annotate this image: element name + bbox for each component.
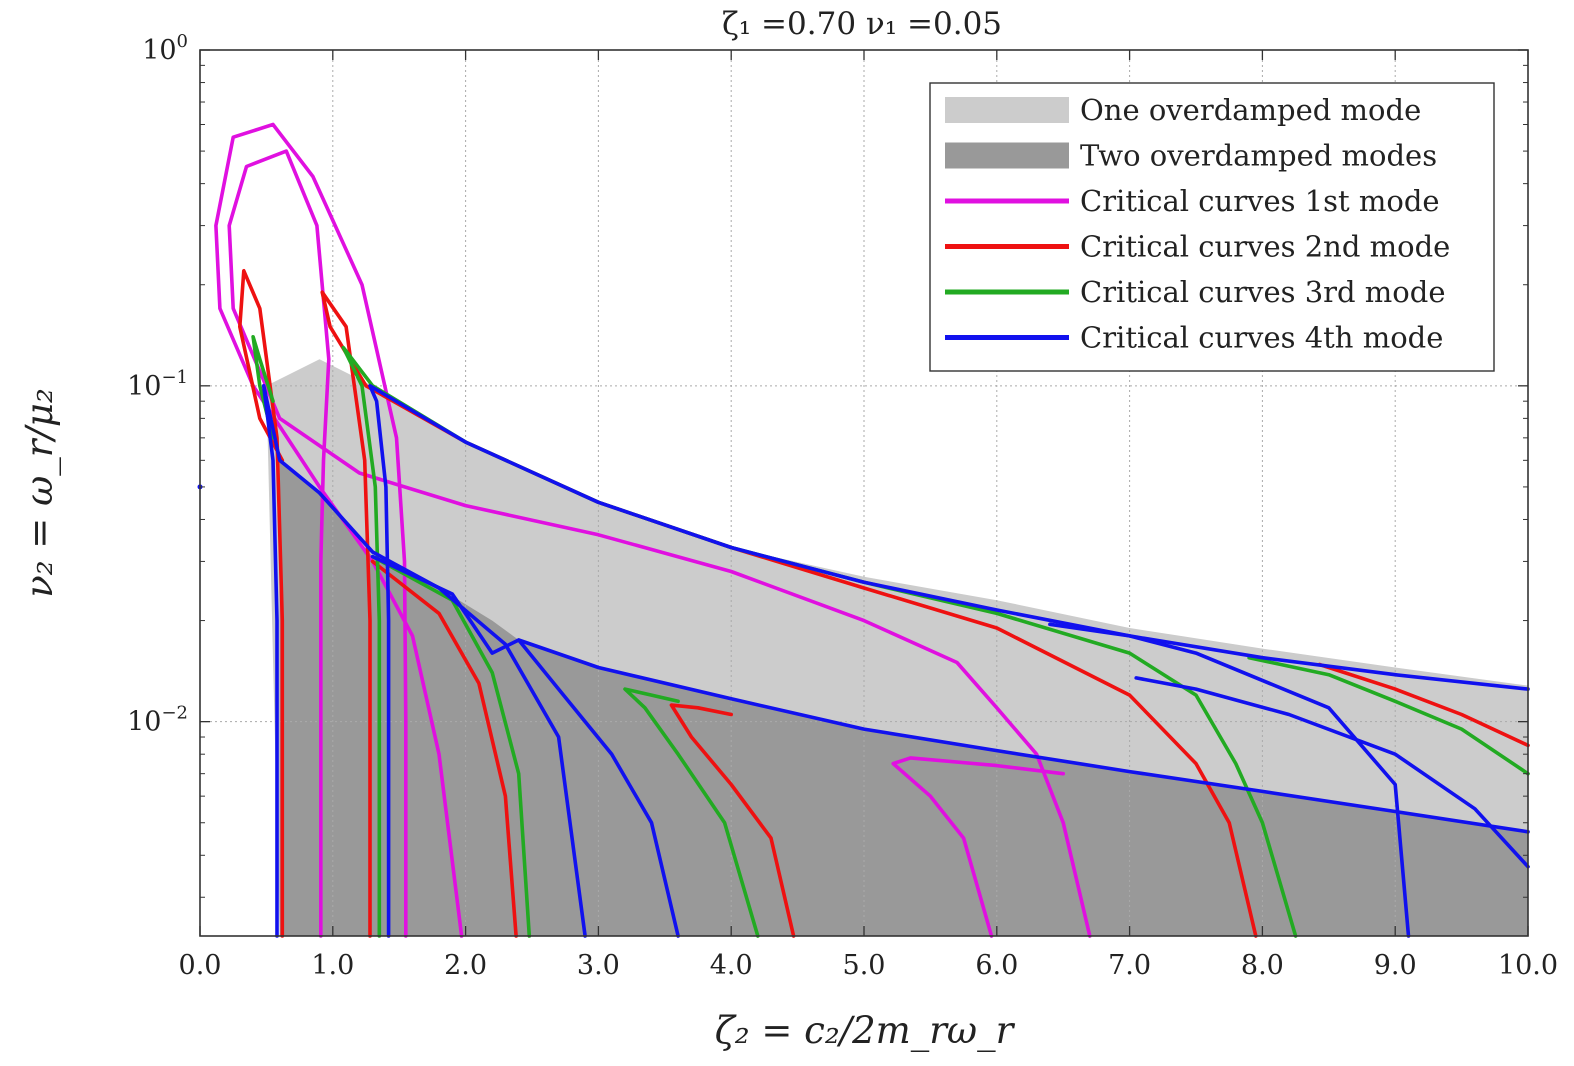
y-tick-exponent: −2	[161, 703, 188, 724]
legend-label-3: Critical curves 1st mode	[1080, 184, 1440, 218]
y-tick-label: 10−1	[127, 367, 188, 402]
critical-curve-mode-4-segment-5	[1048, 622, 1411, 938]
x-tick-label: 10.0	[1498, 950, 1558, 981]
critical-curves	[197, 122, 1530, 938]
x-tick-label: 0.0	[179, 950, 222, 981]
critical-curve-mode-2-segment-3	[370, 559, 518, 938]
critical-curve-mode-4-segment-3	[370, 554, 1530, 834]
x-tick-label: 3.0	[577, 950, 620, 981]
critical-curve-mode-3-segment-4	[623, 687, 760, 938]
critical-curve-mode-1-segment-1	[227, 149, 1092, 938]
legend-label-2: Two overdamped modes	[1080, 139, 1437, 173]
legend-patch-1	[945, 97, 1069, 123]
legend-box	[929, 82, 1495, 372]
critical-curve-mode-4-segment-1	[261, 383, 587, 938]
critical-curve-mode-1-segment-2	[214, 122, 464, 938]
critical-curve-mode-4-segment-6	[1134, 676, 1530, 869]
x-tick-label: 1.0	[311, 950, 354, 981]
critical-curve-mode-2-segment-4	[669, 703, 796, 938]
x-tick-label: 2.0	[444, 950, 487, 981]
critical-curve-mode-2-segment-1	[238, 268, 285, 938]
legend: One overdamped mode Two overdamped modes C…	[929, 82, 1495, 372]
x-tick-label: 9.0	[1374, 950, 1417, 981]
x-tick-label: 7.0	[1108, 950, 1151, 981]
x-tick-label: 5.0	[843, 950, 886, 981]
x-axis-label: ζ₂ = c₂/2m_rω_r	[715, 1009, 1016, 1053]
critical-curve-mode-4-segment-2	[368, 383, 1530, 938]
critical-curve-mode-3-segment-3	[370, 554, 532, 938]
x-tick-label: 6.0	[975, 950, 1018, 981]
x-tick-label: 4.0	[710, 950, 753, 981]
legend-patch-2	[945, 142, 1069, 169]
legend-label-5: Critical curves 3rd mode	[1080, 275, 1446, 309]
legend-label-6: Critical curves 4th mode	[1080, 321, 1443, 355]
legend-label-1: One overdamped mode	[1080, 93, 1421, 127]
y-axis-label: ν₂ = ω_r/μ₂	[18, 388, 62, 598]
region-2	[279, 460, 1529, 936]
x-tick-label: 8.0	[1241, 950, 1284, 981]
critical-curve-mode-1-segment-3	[891, 756, 1065, 938]
y-tick-exponent: 0	[177, 31, 188, 52]
critical-curve-mode-2-segment-5	[1317, 662, 1530, 748]
critical-curve-mode-3-segment-5	[1247, 655, 1530, 776]
y-tick-exponent: −1	[161, 367, 188, 388]
chart-title: ζ₁ =0.70 ν₁ =0.05	[722, 6, 1002, 42]
legend-entries: One overdamped mode Two overdamped modes C…	[945, 93, 1450, 355]
critical-curve-mode-4-segment-4	[516, 638, 680, 938]
legend-label-4: Critical curves 2nd mode	[1080, 230, 1450, 264]
